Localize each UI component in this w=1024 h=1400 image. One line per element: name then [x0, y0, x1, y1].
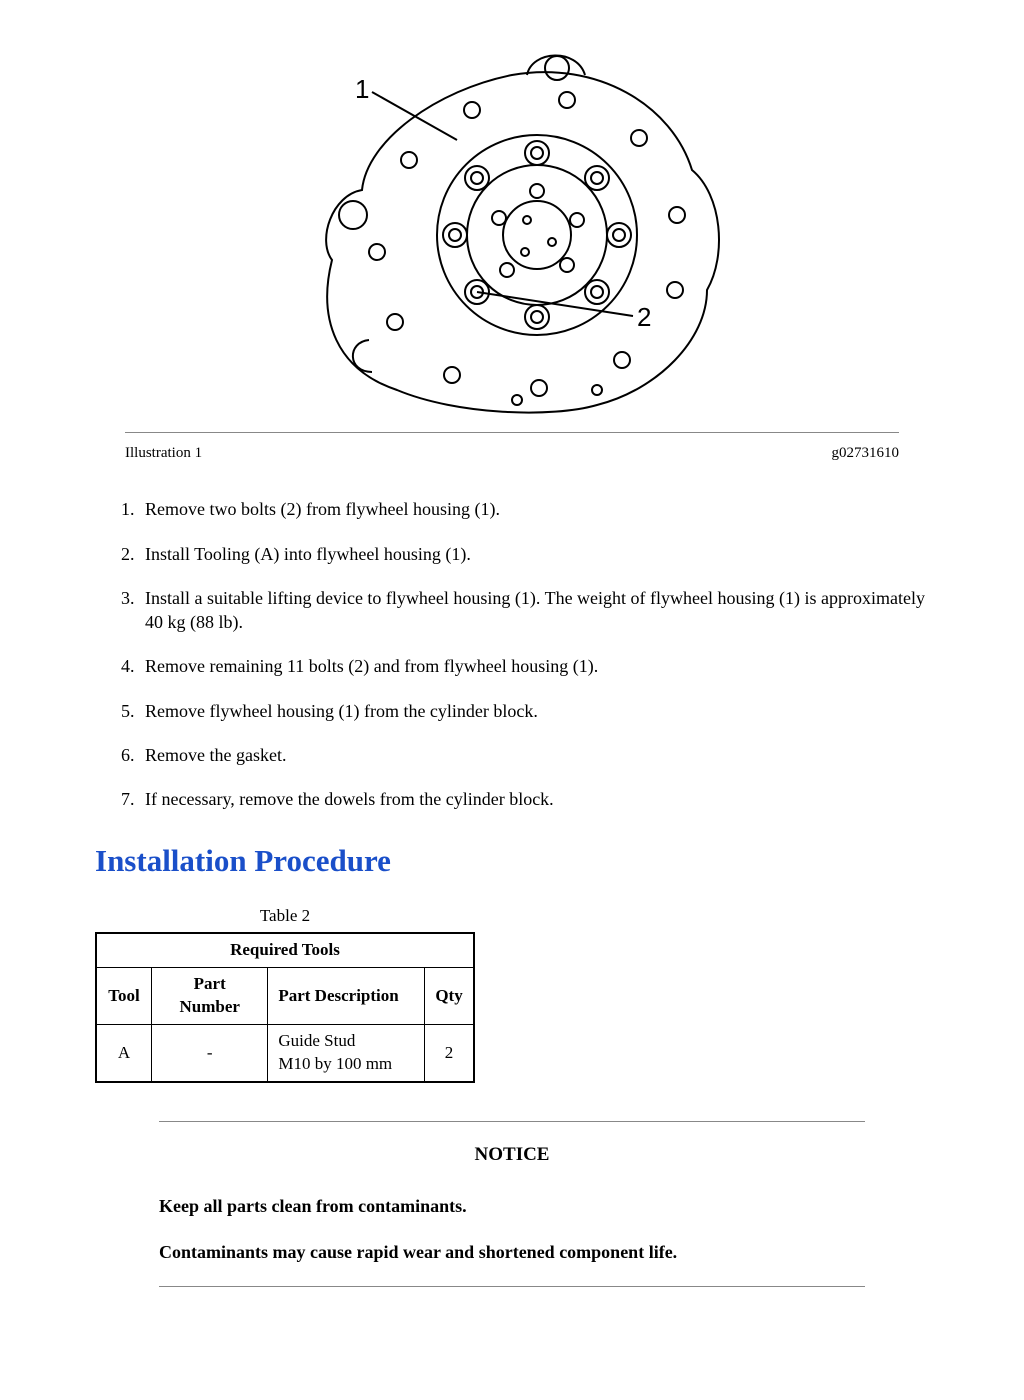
cell-qty: 2	[425, 1025, 474, 1082]
col-qty: Qty	[425, 968, 474, 1025]
step-item: If necessary, remove the dowels from the…	[139, 787, 929, 811]
step-item: Install a suitable lifting device to fly…	[139, 586, 929, 635]
table-caption: Table 2	[95, 905, 475, 928]
notice-line: Contaminants may cause rapid wear and sh…	[159, 1240, 865, 1264]
cell-desc: Guide Stud M10 by 100 mm	[268, 1025, 425, 1082]
removal-steps: Remove two bolts (2) from flywheel housi…	[95, 497, 929, 811]
col-part-number: Part Number	[152, 968, 268, 1025]
step-item: Remove the gasket.	[139, 743, 929, 767]
cell-part-number: -	[152, 1025, 268, 1082]
notice-block: NOTICE Keep all parts clean from contami…	[159, 1121, 865, 1287]
illustration-code: g02731610	[832, 443, 900, 463]
illustration-label: Illustration 1	[125, 443, 202, 463]
notice-line: Keep all parts clean from contaminants.	[159, 1194, 865, 1218]
step-item: Remove flywheel housing (1) from the cyl…	[139, 699, 929, 723]
callout-1: 1	[355, 74, 369, 104]
col-tool: Tool	[96, 968, 152, 1025]
callout-2: 2	[637, 302, 651, 332]
step-item: Remove remaining 11 bolts (2) and from f…	[139, 654, 929, 678]
col-desc: Part Description	[268, 968, 425, 1025]
required-tools-table: Required Tools Tool Part Number Part Des…	[95, 932, 475, 1083]
step-item: Install Tooling (A) into flywheel housin…	[139, 542, 929, 566]
illustration-caption: Illustration 1 g02731610	[125, 432, 899, 467]
section-heading: Installation Procedure	[95, 840, 929, 882]
required-tools-table-wrap: Table 2 Required Tools Tool Part Number …	[95, 905, 929, 1083]
table-row: A - Guide Stud M10 by 100 mm 2	[96, 1025, 474, 1082]
table-title: Required Tools	[96, 933, 474, 967]
flywheel-illustration: 1 2	[277, 20, 747, 420]
step-item: Remove two bolts (2) from flywheel housi…	[139, 497, 929, 521]
cell-tool: A	[96, 1025, 152, 1082]
notice-title: NOTICE	[159, 1142, 865, 1168]
